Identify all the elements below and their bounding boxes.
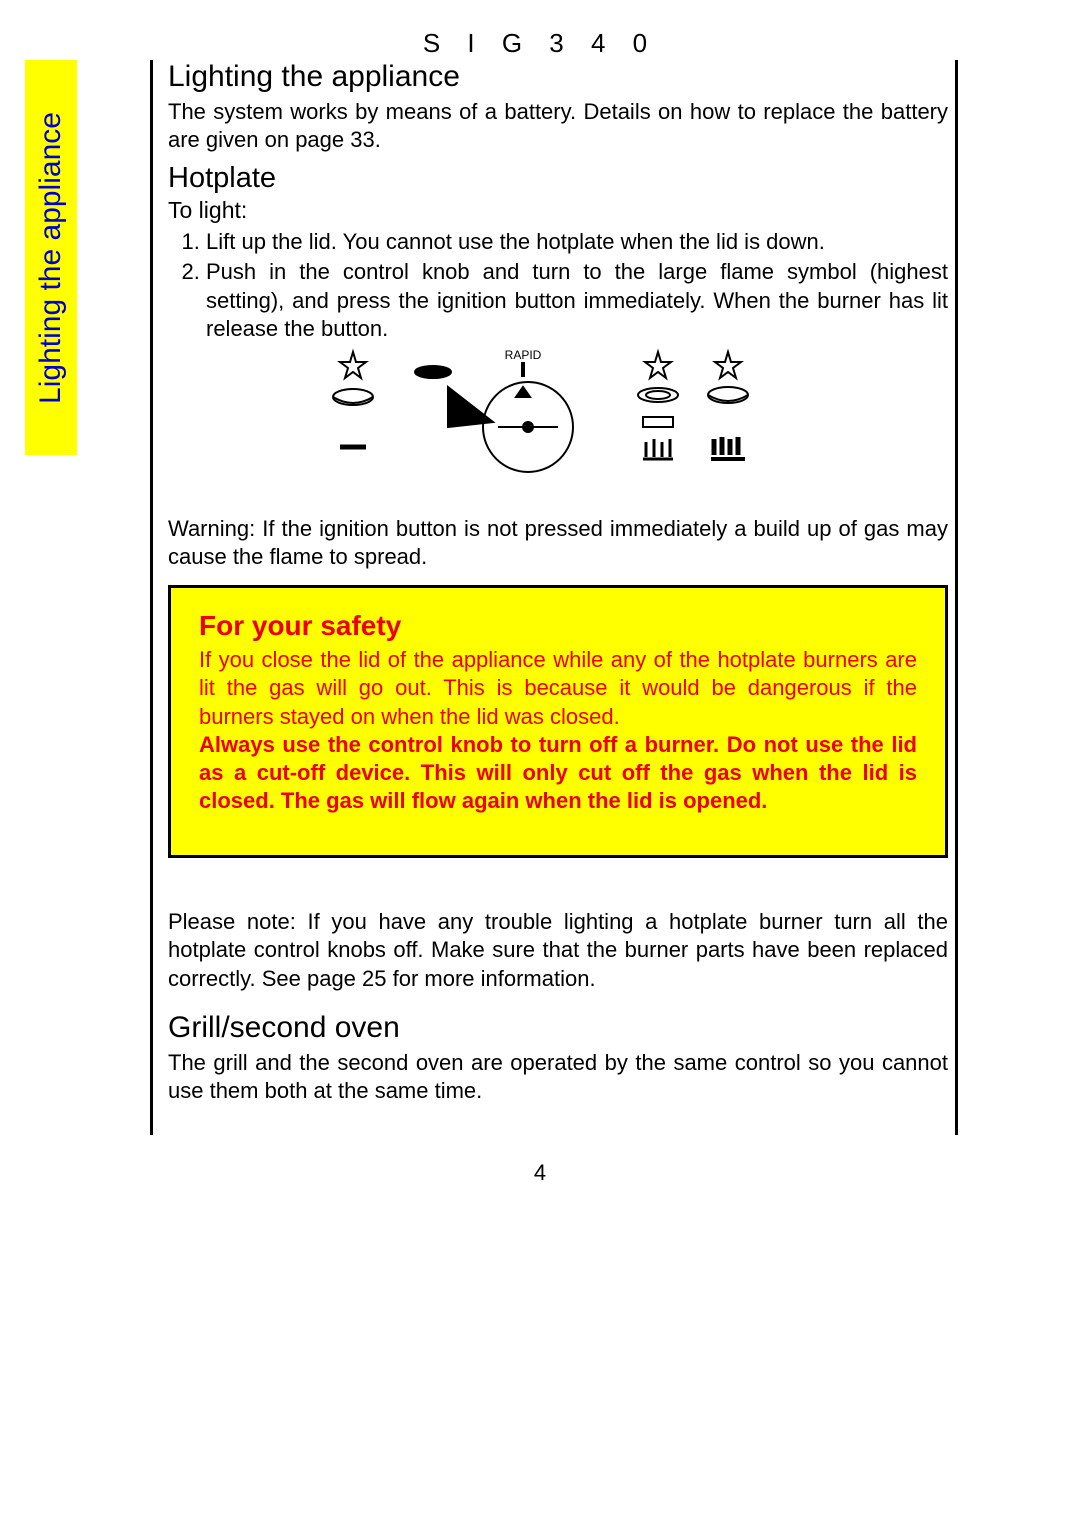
hotplate-step-2: Push in the control knob and turn to the… — [206, 258, 948, 342]
safety-title: For your safety — [199, 610, 917, 642]
side-tab-label: Lighting the appliance — [34, 112, 68, 404]
page: S I G 3 4 0 Lighting the appliance Light… — [0, 0, 1080, 1528]
to-light-label: To light: — [168, 197, 948, 224]
vertical-rule-right — [955, 60, 958, 1135]
page-number: 4 — [0, 1160, 1080, 1186]
knob-diagram: RAPID — [298, 347, 818, 497]
please-note: Please note: If you have any trouble lig… — [168, 908, 948, 992]
safety-para1: If you close the lid of the appliance wh… — [199, 647, 917, 728]
safety-para2: Always use the control knob to turn off … — [199, 732, 917, 813]
content-column: Lighting the appliance The system works … — [168, 60, 948, 1111]
rapid-label: RAPID — [505, 348, 542, 362]
section-hotplate-title: Hotplate — [168, 162, 948, 195]
section-grill-body: The grill and the second oven are operat… — [168, 1049, 948, 1105]
section-grill-title: Grill/second oven — [168, 1011, 948, 1045]
vertical-rule-left — [150, 60, 153, 1135]
hotplate-step-1: Lift up the lid. You cannot use the hotp… — [206, 228, 948, 256]
section-lighting-title: Lighting the appliance — [168, 60, 948, 94]
section-lighting-intro: The system works by means of a battery. … — [168, 98, 948, 154]
side-tab: Lighting the appliance — [25, 60, 77, 455]
hotplate-warning: Warning: If the ignition button is not p… — [168, 515, 948, 571]
safety-body: If you close the lid of the appliance wh… — [199, 646, 917, 815]
document-header: S I G 3 4 0 — [0, 28, 1080, 59]
safety-box: For your safety If you close the lid of … — [168, 585, 948, 858]
hotplate-steps: Lift up the lid. You cannot use the hotp… — [168, 228, 948, 343]
